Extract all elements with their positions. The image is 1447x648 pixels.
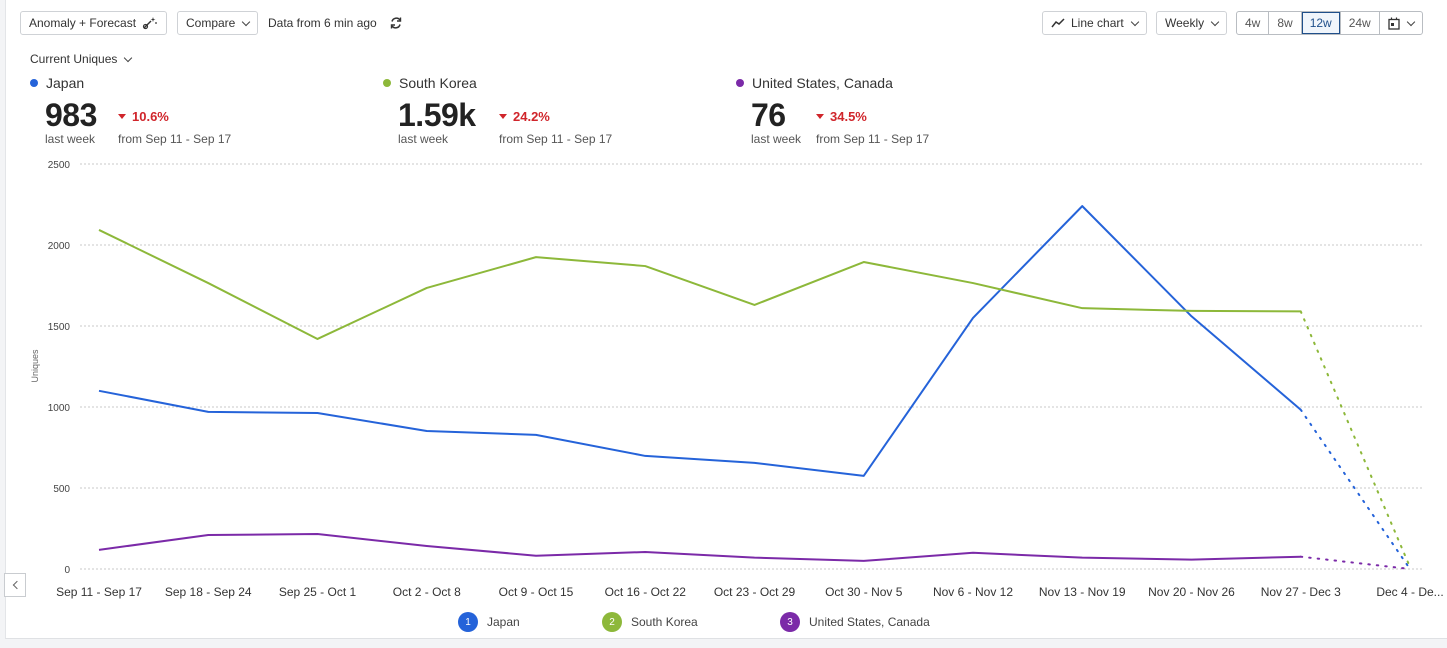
chart-type-label: Line chart [1071,16,1124,30]
range-4w[interactable]: 4w [1237,12,1270,34]
kpi-change: 24.2% [513,109,550,124]
date-range-selector: 4w 8w 12w 24w [1236,11,1423,35]
compare-button[interactable]: Compare [177,11,259,35]
x-tick-label: Sep 18 - Sep 24 [165,585,252,599]
chart-type-dropdown[interactable]: Line chart [1042,11,1147,35]
series-dot-icon [30,79,38,87]
x-tick-label: Sep 25 - Oct 1 [279,585,357,599]
series-forecast-line [1299,555,1411,570]
scroll-left-button[interactable] [4,573,26,597]
interval-label: Weekly [1165,16,1205,30]
series-line [98,229,1301,340]
x-tick-label: Nov 6 - Nov 12 [933,585,1013,599]
down-arrow-icon [118,114,126,119]
custom-date-button[interactable] [1380,12,1422,34]
down-arrow-icon [816,114,824,119]
kpi-value: 76 [751,97,786,133]
series-dot-icon [383,79,391,87]
chevron-left-icon [12,580,21,590]
kpi-period: last week [45,132,96,146]
legend-label: United States, Canada [809,615,930,629]
kpi-compare-range: from Sep 11 - Sep 17 [118,132,232,146]
kpi-us-canada: United States, Canada 76 last week 34.5%… [736,75,929,146]
compare-label: Compare [186,16,236,30]
legend-item-japan[interactable]: 1 Japan [458,612,520,632]
range-24w[interactable]: 24w [1341,12,1380,34]
chart-panel [5,0,1447,639]
kpi-period: last week [751,132,802,146]
y-tick-label: 500 [53,484,70,495]
y-tick-label: 1500 [48,322,71,333]
kpi-value: 1.59k [398,97,476,133]
x-tick-label: Oct 30 - Nov 5 [825,585,903,599]
anomaly-forecast-label: Anomaly + Forecast [29,16,137,30]
legend-label: South Korea [631,615,698,629]
kpi-compare-range: from Sep 11 - Sep 17 [816,132,930,146]
line-chart-icon [1051,18,1065,28]
interval-dropdown[interactable]: Weekly [1156,11,1228,35]
range-8w[interactable]: 8w [1269,12,1302,34]
kpi-change: 10.6% [132,109,169,124]
x-tick-label: Oct 2 - Oct 8 [393,585,461,599]
refresh-icon[interactable] [389,16,403,30]
metric-selector[interactable]: Current Uniques [30,52,133,66]
anomaly-forecast-button[interactable]: Anomaly + Forecast [20,11,168,35]
x-tick-label: Sep 11 - Sep 17 [56,585,142,599]
calendar-icon [1388,17,1400,30]
x-tick-label: Oct 9 - Oct 15 [499,585,574,599]
series-forecast-line [1299,310,1411,569]
kpi-name: Japan [46,75,85,91]
range-12w[interactable]: 12w [1301,12,1341,34]
y-axis-label: Uniques [30,349,40,383]
x-tick-label: Dec 4 - De... [1376,585,1443,599]
legend-badge: 2 [602,612,622,632]
series-line [98,533,1301,562]
kpi-compare-range: from Sep 11 - Sep 17 [499,132,613,146]
kpi-period: last week [398,132,449,146]
kpi-name: United States, Canada [752,75,893,91]
legend-badge: 3 [780,612,800,632]
series-line [98,205,1302,477]
magic-wand-icon [142,17,157,30]
kpi-japan: Japan 983 last week 10.6% from Sep 11 - … [30,75,231,146]
series-forecast-line [1299,408,1411,570]
x-tick-label: Nov 27 - Dec 3 [1261,585,1341,599]
kpi-south-korea: South Korea 1.59k last week 24.2% from S… [383,75,612,146]
x-tick-label: Nov 20 - Nov 26 [1148,585,1235,599]
legend-badge: 1 [458,612,478,632]
kpi-name: South Korea [399,75,477,91]
data-freshness-status: Data from 6 min ago [268,16,377,30]
kpi-value: 983 [45,97,97,133]
y-tick-label: 1000 [48,403,71,414]
y-tick-label: 2000 [48,241,71,252]
legend-item-south-korea[interactable]: 2 South Korea [602,612,698,632]
line-chart: 0 500 1000 1500 2000 2500 Uniques Sep 11 - Sep … [30,160,1444,599]
y-tick-label: 2500 [48,160,71,171]
legend-item-us-canada[interactable]: 3 United States, Canada [780,612,930,632]
metric-selector-label: Current Uniques [30,52,118,66]
y-tick-label: 0 [64,565,70,576]
x-tick-label: Nov 13 - Nov 19 [1039,585,1126,599]
x-tick-label: Oct 23 - Oct 29 [714,585,796,599]
x-tick-label: Oct 16 - Oct 22 [605,585,687,599]
kpi-change: 34.5% [830,109,867,124]
down-arrow-icon [499,114,507,119]
series-dot-icon [736,79,744,87]
legend-label: Japan [487,615,520,629]
